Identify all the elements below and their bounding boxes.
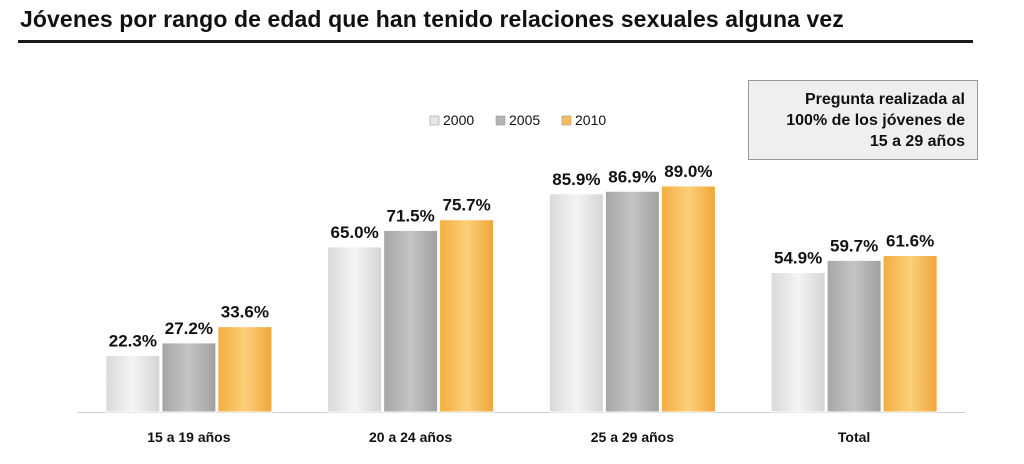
x-tick-label: 25 a 29 años [591, 429, 674, 445]
x-tick-label: 20 a 24 años [369, 429, 452, 445]
legend-swatch-2010 [561, 115, 572, 126]
data-label: 89.0% [664, 162, 712, 181]
bar-2010-1 [217, 326, 273, 413]
x-tick-label: 15 a 19 años [147, 429, 230, 445]
data-label: 61.6% [886, 232, 934, 251]
bar-2010-4 [882, 255, 938, 413]
bar-2000-4 [770, 272, 826, 413]
bar-2000-3 [548, 193, 604, 413]
data-label: 59.7% [830, 236, 878, 255]
note-box: Pregunta realizada al 100% de los jóvene… [748, 80, 978, 160]
data-label: 65.0% [331, 223, 379, 242]
legend-swatch-2005 [495, 115, 506, 126]
data-label: 71.5% [387, 206, 435, 225]
data-label: 27.2% [165, 319, 213, 338]
data-label: 86.9% [608, 167, 656, 186]
legend-label-2010: 2010 [575, 112, 606, 128]
bar-2000-1 [105, 354, 161, 413]
bar-2005-1 [161, 342, 217, 413]
data-label: 85.9% [552, 170, 600, 189]
data-label: 33.6% [221, 303, 269, 322]
data-label: 22.3% [109, 331, 157, 350]
data-label: 75.7% [443, 196, 491, 215]
chart-title: Jóvenes por rango de edad que han tenido… [20, 6, 844, 32]
legend-swatch-2000 [429, 115, 440, 126]
bar-2010-3 [660, 185, 716, 413]
bar-2005-2 [383, 229, 439, 413]
title-underline [18, 40, 973, 43]
legend-label-2005: 2005 [509, 112, 540, 128]
bar-2005-3 [604, 190, 660, 413]
x-tick-label: Total [838, 429, 870, 445]
bar-2000-2 [327, 246, 383, 413]
legend-label-2000: 2000 [443, 112, 474, 128]
bar-2005-4 [826, 259, 882, 413]
bar-2010-2 [439, 219, 495, 413]
data-label: 54.9% [774, 249, 822, 268]
